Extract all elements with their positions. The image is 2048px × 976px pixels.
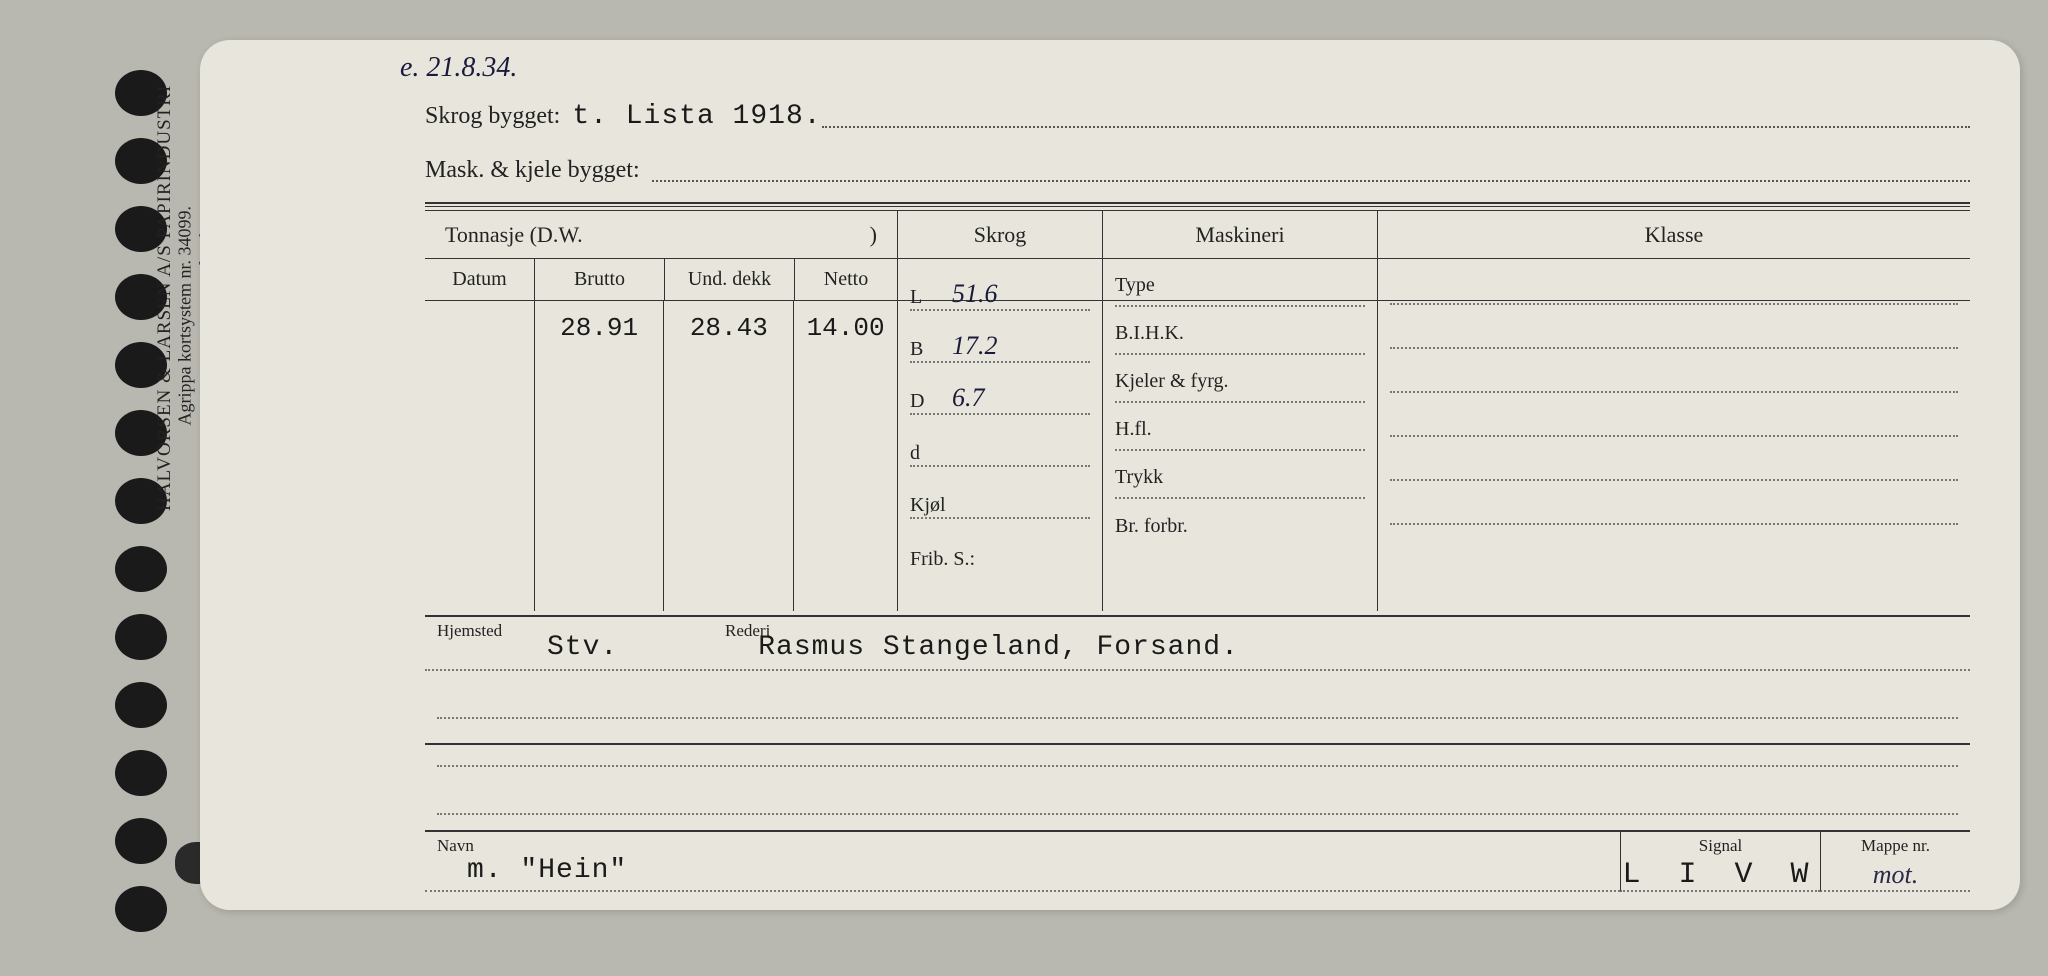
col-datum: Datum [425,259,535,300]
D-label: D [910,390,946,413]
navn-label: Navn [437,836,474,856]
rederi-label: Rederi [725,621,770,641]
navn-cell: Navn m. "Hein" [425,832,1620,892]
mappe-value: mot. [1821,860,1970,890]
signal-value: L I V W [1621,858,1820,892]
skrog-sub [898,259,1103,300]
col-tonnasje: Tonnasje (D.W. ) [425,211,898,258]
mask-forbr: Br. forbr. [1115,505,1365,547]
mask-trykk: Trykk [1115,457,1365,499]
mask-bihk: B.I.H.K. [1115,313,1365,355]
klasse-body [1378,301,1970,611]
skrog-bygget-label: Skrog bygget: [425,103,560,134]
dotted-line [822,126,1970,128]
klasse-lines [1390,261,1958,525]
hole-icon [115,682,167,728]
col-maskineri: Maskineri [1103,211,1378,258]
d-label: d [910,442,946,465]
hole-icon [115,818,167,864]
top-fields: Skrog bygget: t. Lista 1918. Mask. & kje… [425,88,1970,196]
tonnasje-close: ) [870,222,877,248]
col-klasse: Klasse [1378,211,1970,258]
scan-area: HALVORSEN & LARSEN A/S PAPIRINDUSTRI Agr… [20,20,2028,956]
hjemsted-label: Hjemsted [437,621,502,641]
mask-hfl: H.fl. [1115,409,1365,451]
netto-value: 14.00 [794,301,897,611]
col-netto: Netto [795,259,898,300]
col-brutto: Brutto [535,259,665,300]
index-card: e. 21.8.34. Skrog bygget: t. Lista 1918.… [200,40,2020,910]
mask-kjele-label: Mask. & kjele bygget: [425,157,640,188]
dotted-line [1390,393,1958,437]
dotted-line [652,180,1970,182]
dim-kjol: Kjøl [910,473,1090,519]
datum-value [425,301,535,611]
dim-d: d [910,421,1090,467]
dim-B: B 17.2 [910,317,1090,363]
dim-frib: Frib. S.: [910,525,1090,571]
B-value: 17.2 [952,331,998,361]
frib-label: Frib. S.: [910,548,990,571]
tonnasje-body: 28.91 28.43 14.00 [425,301,898,611]
dim-D: D 6.7 [910,369,1090,415]
col-skrog: Skrog [898,211,1103,258]
hole-icon [115,750,167,796]
hole-icon [115,546,167,592]
mask-kjeler: Kjeler & fyrg. [1115,361,1365,403]
side-publisher: HALVORSEN & LARSEN A/S PAPIRINDUSTRI [154,85,176,511]
dotted-line [1390,481,1958,525]
skrog-bygget-value: t. Lista 1918. [572,101,821,134]
hjemsted-row: Hjemsted Stv. Rederi Rasmus Stangeland, … [425,617,1970,671]
unddekk-value: 28.43 [664,301,794,611]
D-value: 6.7 [952,383,985,413]
col-unddekk: Und. dekk [665,259,795,300]
dotted-line [437,719,1958,767]
skrog-bygget-row: Skrog bygget: t. Lista 1918. [425,88,1970,134]
handwritten-date: e. 21.8.34. [400,52,517,84]
data-body: 28.91 28.43 14.00 L 51.6 B 17.2 D [425,301,1970,611]
mappe-label: Mappe nr. [1821,836,1970,856]
bottom-row: Navn m. "Hein" Signal L I V W Mappe nr. … [425,830,1970,892]
dotted-line [437,671,1958,719]
hjemsted-value: Stv. [547,632,618,663]
tonnasje-label: Tonnasje (D.W. [445,222,583,248]
skrog-body: L 51.6 B 17.2 D 6.7 d [898,301,1103,611]
dotted-line [1390,261,1958,305]
mappe-cell: Mappe nr. mot. [1820,832,1970,892]
mask-kjele-row: Mask. & kjele bygget: [425,142,1970,188]
navn-value: m. "Hein" [467,855,627,886]
hjemsted-section: Hjemsted Stv. Rederi Rasmus Stangeland, … [425,615,1970,815]
hole-icon [115,614,167,660]
blank-rows [425,671,1970,815]
maskineri-body: Type B.I.H.K. Kjeler & fyrg. H.fl. Trykk… [1103,301,1378,611]
signal-cell: Signal L I V W [1620,832,1820,892]
kjol-label: Kjøl [910,494,990,517]
table-header: Tonnasje (D.W. ) Skrog Maskineri Klasse [425,211,1970,259]
brutto-value: 28.91 [535,301,665,611]
dotted-line [1390,437,1958,481]
hole-icon [115,886,167,932]
rederi-value: Rasmus Stangeland, Forsand. [758,632,1239,663]
mask-sub [1103,259,1378,300]
signal-label: Signal [1621,836,1820,856]
dotted-line [437,767,1958,815]
dotted-line [1390,349,1958,393]
dotted-line [1390,305,1958,349]
side-system: Agrippa kortsystem nr. 34099. [175,206,196,425]
B-label: B [910,338,946,361]
